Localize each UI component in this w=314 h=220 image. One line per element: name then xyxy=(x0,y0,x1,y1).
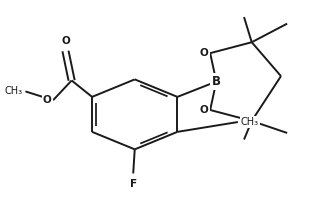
Text: O: O xyxy=(61,35,70,46)
Text: CH₃: CH₃ xyxy=(241,117,259,127)
Text: B: B xyxy=(212,75,221,88)
Text: O: O xyxy=(200,48,208,58)
Text: O: O xyxy=(200,105,208,115)
Text: CH₃: CH₃ xyxy=(4,86,22,96)
Text: F: F xyxy=(130,179,137,189)
Text: O: O xyxy=(43,95,51,105)
